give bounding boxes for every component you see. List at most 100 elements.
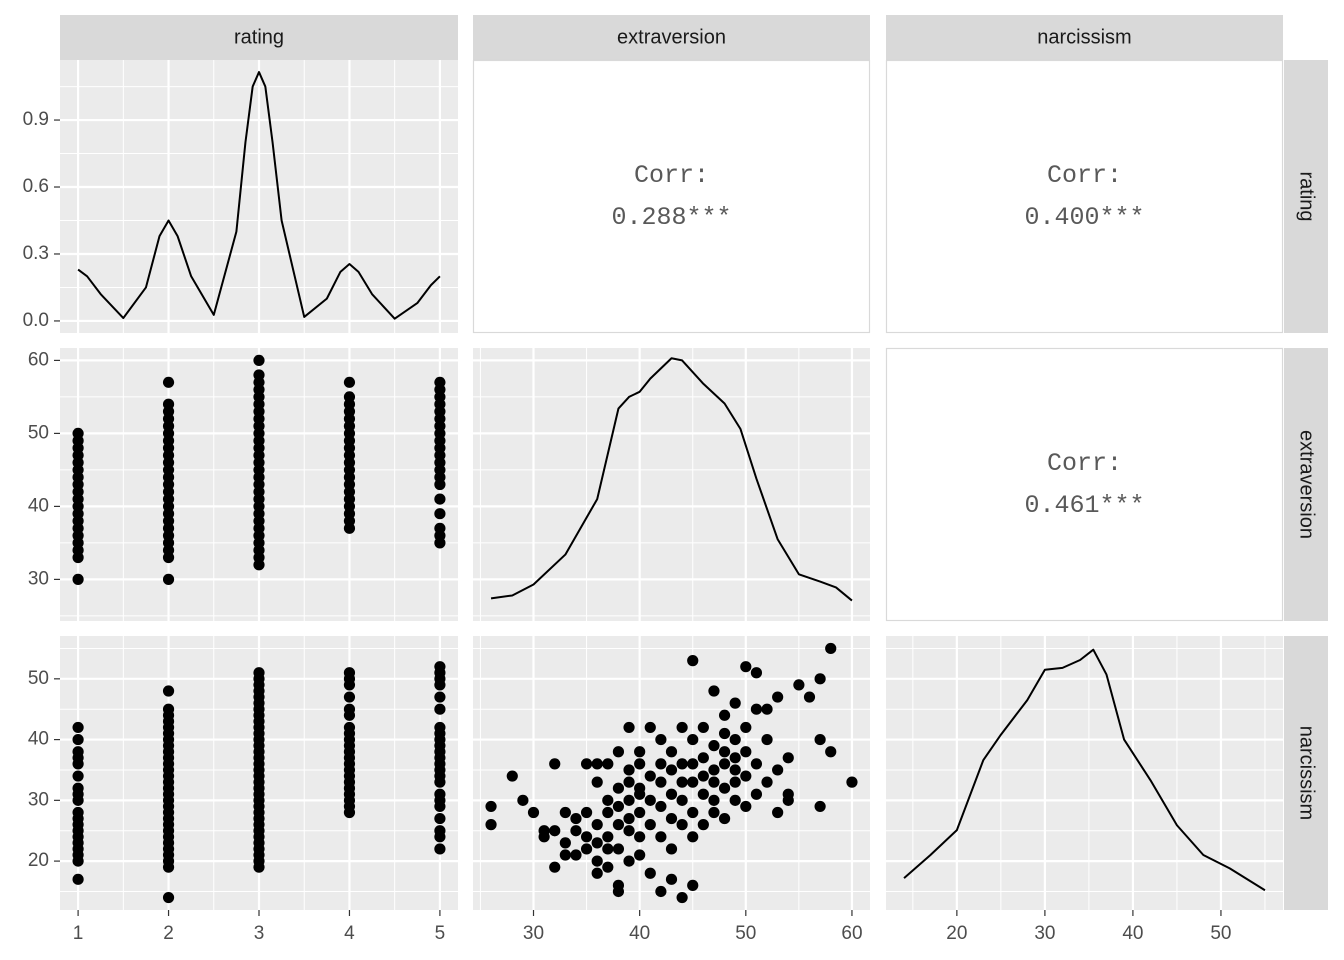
point	[697, 752, 709, 764]
point	[729, 752, 741, 764]
point	[623, 764, 635, 776]
point	[708, 764, 720, 776]
point	[708, 776, 720, 788]
panel-marks	[490, 357, 853, 602]
point	[655, 758, 667, 770]
point	[343, 667, 356, 679]
point	[517, 794, 529, 806]
point	[665, 764, 678, 776]
point	[602, 758, 614, 770]
point	[602, 843, 614, 855]
point	[814, 733, 826, 746]
y-tick-label: 50	[28, 668, 49, 689]
point	[580, 831, 593, 843]
point	[697, 721, 709, 734]
point	[718, 727, 731, 740]
point	[687, 806, 699, 819]
panel-marks	[485, 642, 858, 904]
point	[761, 776, 773, 788]
point	[740, 770, 752, 782]
point	[434, 376, 446, 388]
y-tick-label: 0.0	[23, 310, 49, 331]
column-strip	[60, 15, 458, 60]
point	[825, 642, 837, 655]
point	[772, 806, 784, 819]
point	[623, 825, 635, 837]
corr-title: Corr:	[1047, 161, 1122, 190]
point	[634, 746, 646, 758]
point	[644, 794, 656, 806]
point	[634, 831, 646, 843]
x-tick-label: 3	[254, 923, 265, 944]
point	[72, 573, 84, 585]
point	[782, 752, 794, 764]
point	[538, 831, 550, 843]
point	[434, 843, 446, 855]
point	[434, 691, 446, 703]
point	[570, 849, 582, 861]
point	[718, 709, 731, 721]
y-tick-label: 30	[28, 789, 49, 810]
density-line	[77, 71, 441, 320]
point	[559, 806, 571, 819]
point	[772, 691, 784, 703]
point	[655, 831, 667, 843]
point	[72, 746, 84, 758]
point	[72, 427, 84, 440]
y-tick-label: 40	[28, 729, 49, 750]
point	[549, 825, 561, 837]
x-tick-label: 4	[344, 923, 355, 944]
y-tick-label: 30	[28, 568, 49, 589]
point	[580, 806, 593, 819]
point	[634, 849, 646, 861]
point	[634, 806, 646, 819]
x-tick-label: 60	[841, 923, 862, 944]
point	[253, 369, 265, 381]
column-strip-label: narcissism	[1037, 26, 1131, 48]
point	[814, 673, 826, 685]
point	[846, 776, 858, 788]
panel	[60, 636, 458, 910]
point	[72, 873, 84, 885]
point	[559, 837, 571, 849]
point	[253, 354, 265, 367]
point	[729, 733, 741, 746]
point	[434, 721, 446, 734]
point	[718, 812, 731, 825]
panel	[886, 636, 1283, 910]
point	[687, 879, 699, 891]
point	[708, 740, 720, 752]
point	[644, 867, 656, 879]
point	[591, 758, 603, 770]
row-strip	[1284, 348, 1328, 621]
point	[253, 667, 265, 679]
point	[72, 770, 84, 782]
point	[740, 721, 752, 734]
point	[718, 758, 731, 770]
point	[591, 867, 603, 879]
column-strip	[473, 15, 870, 60]
point	[434, 522, 446, 534]
panel-marks	[72, 354, 446, 585]
point	[708, 806, 720, 819]
x-tick-label: 2	[163, 923, 174, 944]
density-line	[490, 357, 853, 602]
column-strip-label: extraversion	[617, 26, 726, 48]
panel	[60, 348, 458, 621]
point	[687, 831, 699, 843]
point	[343, 703, 356, 715]
corr-title: Corr:	[634, 161, 709, 190]
point	[591, 855, 603, 867]
y-tick-label: 0.6	[23, 176, 49, 197]
point	[676, 794, 688, 806]
point	[591, 776, 603, 788]
corr-value: 0.461***	[1024, 491, 1144, 520]
y-tick-label: 20	[28, 850, 49, 871]
point	[434, 508, 446, 520]
point	[825, 746, 837, 758]
point	[761, 703, 773, 715]
point	[162, 703, 175, 715]
x-tick-label: 40	[1122, 923, 1143, 944]
point	[793, 679, 805, 691]
point	[644, 721, 656, 734]
